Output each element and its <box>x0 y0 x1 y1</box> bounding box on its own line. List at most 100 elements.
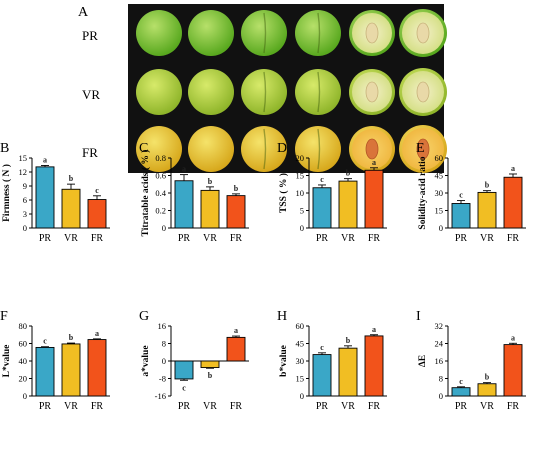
bar-fr <box>226 336 246 362</box>
fruit <box>295 69 341 115</box>
fruit <box>136 10 182 56</box>
x-tick-label: VR <box>203 401 217 412</box>
x-tick-label: VR <box>341 233 355 244</box>
significance-letter: a <box>372 158 376 167</box>
panel-letter: B <box>0 141 9 156</box>
significance-letter: c <box>320 343 324 352</box>
y-tick-label: 5 <box>300 206 304 216</box>
bar-pr <box>35 166 55 229</box>
fruit <box>295 126 341 172</box>
y-tick-label: 8 <box>162 339 166 349</box>
significance-letter: b <box>208 371 213 380</box>
fruit <box>188 126 234 172</box>
bar-fr <box>364 169 384 229</box>
significance-letter: b <box>208 177 213 186</box>
x-tick-label: VR <box>480 233 494 244</box>
significance-letter: a <box>511 164 515 173</box>
x-tick-label: FR <box>230 401 243 412</box>
y-tick-label: 80 <box>19 321 28 331</box>
y-tick-label: 24 <box>435 339 444 349</box>
significance-letter: a <box>182 165 186 174</box>
x-tick-label: VR <box>64 401 78 412</box>
y-tick-label: -8 <box>159 374 166 384</box>
y-tick-label: 60 <box>435 153 444 163</box>
y-tick-label: 60 <box>19 339 28 349</box>
significance-letter: b <box>346 336 351 345</box>
fruit <box>241 10 287 56</box>
panel-letter: I <box>416 309 421 324</box>
bar-pr <box>451 203 471 229</box>
y-tick-label: 16 <box>435 356 444 366</box>
chart-b: B Firmness ( N ) 0 3 6 9 12 15 a PR b VR c FR <box>0 141 110 244</box>
significance-letter: b <box>234 184 239 193</box>
x-tick-label: PR <box>39 233 52 244</box>
significance-letter: c <box>182 383 186 392</box>
x-tick-label: PR <box>39 401 52 412</box>
photo-panel: A PR VR FR <box>78 4 447 173</box>
y-tick-label: 8 <box>439 374 443 384</box>
x-tick-label: PR <box>316 233 329 244</box>
significance-letter: b <box>69 174 74 183</box>
y-tick-label: 15 <box>296 171 305 181</box>
bar-vr <box>477 383 497 397</box>
bar-pr <box>451 387 471 397</box>
y-tick-label: 3 <box>23 209 27 219</box>
y-tick-label: 0 <box>162 356 166 366</box>
significance-letter: a <box>234 326 238 335</box>
fruit-grid <box>136 9 447 173</box>
y-tick-label: 0 <box>23 223 27 233</box>
x-tick-label: FR <box>91 233 104 244</box>
y-tick-label: 0 <box>162 223 166 233</box>
y-tick-label: 0.8 <box>155 153 166 163</box>
x-tick-label: FR <box>230 233 243 244</box>
row-label-pr: PR <box>82 28 98 43</box>
x-tick-label: FR <box>91 401 104 412</box>
y-tick-label: 0 <box>23 391 27 401</box>
y-tick-label: 0.6 <box>155 171 166 181</box>
y-tick-label: 15 <box>296 374 305 384</box>
bar-fr <box>87 199 107 229</box>
bar-vr <box>200 360 220 369</box>
y-tick-label: 0 <box>300 223 304 233</box>
y-axis-label: L*value <box>2 345 12 378</box>
significance-letter: a <box>95 329 99 338</box>
row-label-fr: FR <box>82 145 98 160</box>
y-tick-label: 30 <box>435 188 444 198</box>
y-tick-label: 40 <box>19 356 28 366</box>
panel-letter: F <box>0 309 8 324</box>
bar-vr <box>338 180 358 229</box>
y-tick-label: 12 <box>19 167 28 177</box>
fruit <box>241 126 287 172</box>
bar-pr <box>174 180 194 229</box>
y-axis-label: ΔE <box>418 355 428 367</box>
y-tick-label: 15 <box>435 206 444 216</box>
x-tick-label: PR <box>316 401 329 412</box>
x-tick-label: FR <box>368 233 381 244</box>
significance-letter: b <box>69 333 74 342</box>
chart-h: Hb*value 0 15 30 45 60 c PR b VR a FR <box>277 309 387 412</box>
y-tick-label: 20 <box>296 153 305 163</box>
significance-letter: a <box>372 325 376 334</box>
y-tick-label: 45 <box>435 171 444 181</box>
chart-i: I ΔE 0 8 16 24 32 c PR b VR a FR <box>416 309 526 412</box>
bar-pr <box>312 354 332 397</box>
x-tick-label: FR <box>507 233 520 244</box>
y-tick-label: 20 <box>19 374 28 384</box>
fruit <box>136 69 182 115</box>
panel-letter: H <box>277 309 287 324</box>
x-tick-label: FR <box>368 401 381 412</box>
y-tick-label: 0 <box>439 391 443 401</box>
chart-d: D TSS ( % ) 0 5 10 15 20 c PR b VR a FR <box>277 141 387 244</box>
x-tick-label: VR <box>341 401 355 412</box>
x-tick-label: VR <box>64 233 78 244</box>
panel-letter: E <box>416 141 425 156</box>
significance-letter: a <box>43 155 47 164</box>
significance-letter: c <box>459 191 463 200</box>
panel-letter: D <box>277 141 287 156</box>
significance-letter: a <box>511 333 515 342</box>
bar-pr <box>35 346 55 397</box>
